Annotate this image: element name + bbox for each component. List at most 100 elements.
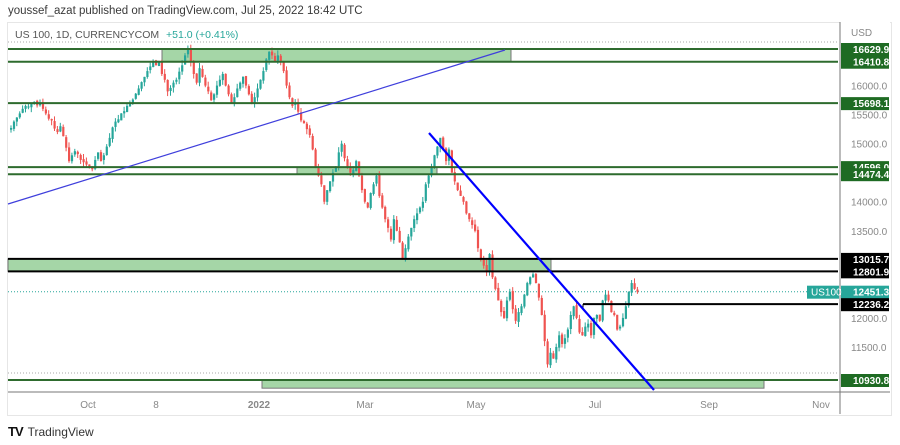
candle-body (262, 71, 265, 81)
price-label-badge[interactable] (841, 252, 889, 266)
price-label-badge[interactable] (841, 265, 889, 279)
candle-body (369, 193, 372, 208)
price-label: 10930.8 (853, 376, 890, 387)
candle-body (108, 137, 111, 146)
candle-body (134, 93, 137, 99)
candle-body (511, 291, 514, 310)
candle-body (497, 287, 500, 301)
candle-body (123, 111, 126, 114)
candle-body (610, 300, 613, 313)
candle-body (558, 335, 561, 348)
time-tick: May (467, 400, 486, 411)
candle-body (329, 181, 332, 192)
price-tick: 16000.0 (851, 82, 888, 93)
candle-body (416, 213, 419, 221)
candlesticks (10, 44, 639, 368)
horizontal-levels[interactable] (8, 48, 838, 381)
price-label: 14474.4 (853, 170, 890, 181)
time-tick: Oct (80, 400, 96, 411)
candle-body (462, 197, 465, 202)
candle-body (157, 62, 161, 66)
zone-box[interactable] (261, 379, 765, 389)
zone-box[interactable] (7, 258, 552, 272)
time-axis[interactable]: Oct 8 2022 Mar May Jul Sep Nov (8, 391, 890, 411)
candle-body (102, 155, 105, 160)
price-label-badge[interactable] (841, 97, 889, 111)
candle-body (555, 346, 558, 360)
price-label: 15698.1 (853, 99, 890, 110)
candle-body (581, 332, 584, 336)
candle-body (143, 76, 146, 83)
publisher-caption: youssef_azat published on TradingView.co… (8, 5, 363, 17)
candle-body (97, 152, 100, 159)
currency-label: USD (851, 28, 872, 39)
price-tick: 15500.0 (851, 111, 888, 122)
tradingview-logo-icon[interactable]: TV (8, 424, 24, 439)
candle-body (529, 277, 532, 284)
price-label-badge[interactable] (841, 168, 889, 182)
candle-body (526, 283, 529, 296)
candle-body (433, 155, 436, 167)
candle-body (575, 305, 578, 318)
falling-resistance-trendline[interactable] (428, 132, 655, 391)
candle-body (111, 127, 114, 139)
candle-body (56, 129, 59, 133)
trendlines[interactable] (7, 49, 655, 391)
candle-body (128, 103, 132, 107)
candle-body (343, 144, 346, 159)
candle-body (53, 121, 56, 129)
candle-body (250, 93, 253, 104)
price-tick: 11500.0 (851, 343, 887, 354)
candle-body (387, 219, 390, 228)
price-label-badge[interactable] (841, 298, 889, 312)
candle-body (79, 154, 82, 160)
candle-body (140, 82, 143, 89)
candle-body (358, 161, 361, 176)
candle-body (355, 161, 358, 171)
candle-body (302, 121, 306, 124)
candle-body (94, 159, 97, 169)
candle-body (372, 184, 375, 194)
candle-body (236, 88, 239, 98)
candle-body (85, 161, 88, 165)
price-label-badge[interactable] (841, 55, 889, 69)
candle-body (276, 55, 279, 61)
candle-body (436, 146, 439, 156)
price-label-badge[interactable] (841, 43, 889, 56)
time-tick: Sep (700, 400, 718, 411)
candle-body (279, 55, 282, 63)
candle-body (619, 326, 622, 329)
symbol-legend[interactable]: US 100, 1D, CURRENCYCOM +51.0 (+0.41%) (15, 29, 238, 41)
candle-body (166, 79, 169, 92)
candle-body (73, 151, 76, 155)
candle-body (630, 283, 633, 293)
candle-body (520, 306, 523, 313)
candle-body (82, 159, 85, 163)
chart-frame[interactable] (7, 22, 892, 416)
footer: TV TradingView (8, 424, 94, 439)
candle-body (375, 175, 378, 184)
candle-body (514, 308, 517, 321)
candle-body (282, 62, 285, 72)
candle-body (152, 61, 155, 67)
candle-body (604, 294, 607, 301)
candle-body (120, 113, 123, 121)
candle-body (607, 294, 610, 301)
candle-body (178, 71, 181, 80)
price-label-badge[interactable] (841, 285, 889, 299)
candle-body (27, 106, 30, 108)
candle-body (378, 174, 381, 196)
brand-name[interactable]: TradingView (27, 424, 94, 439)
candle-body (76, 151, 79, 155)
zone-box[interactable] (161, 48, 512, 63)
price-label-badge[interactable] (841, 374, 889, 387)
candle-body (534, 273, 538, 284)
price-tick: 14000.0 (851, 198, 888, 209)
candle-body (155, 60, 158, 66)
candle-body (584, 326, 587, 336)
candle-body (323, 185, 326, 202)
candle-body (10, 127, 13, 130)
rising-support-trendline[interactable] (7, 49, 506, 205)
